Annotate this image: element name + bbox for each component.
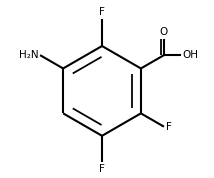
Text: O: O — [160, 27, 168, 37]
Text: H₂N: H₂N — [19, 50, 39, 60]
Text: F: F — [99, 7, 105, 17]
Text: F: F — [166, 122, 171, 132]
Text: OH: OH — [182, 50, 198, 60]
Text: F: F — [99, 164, 105, 174]
